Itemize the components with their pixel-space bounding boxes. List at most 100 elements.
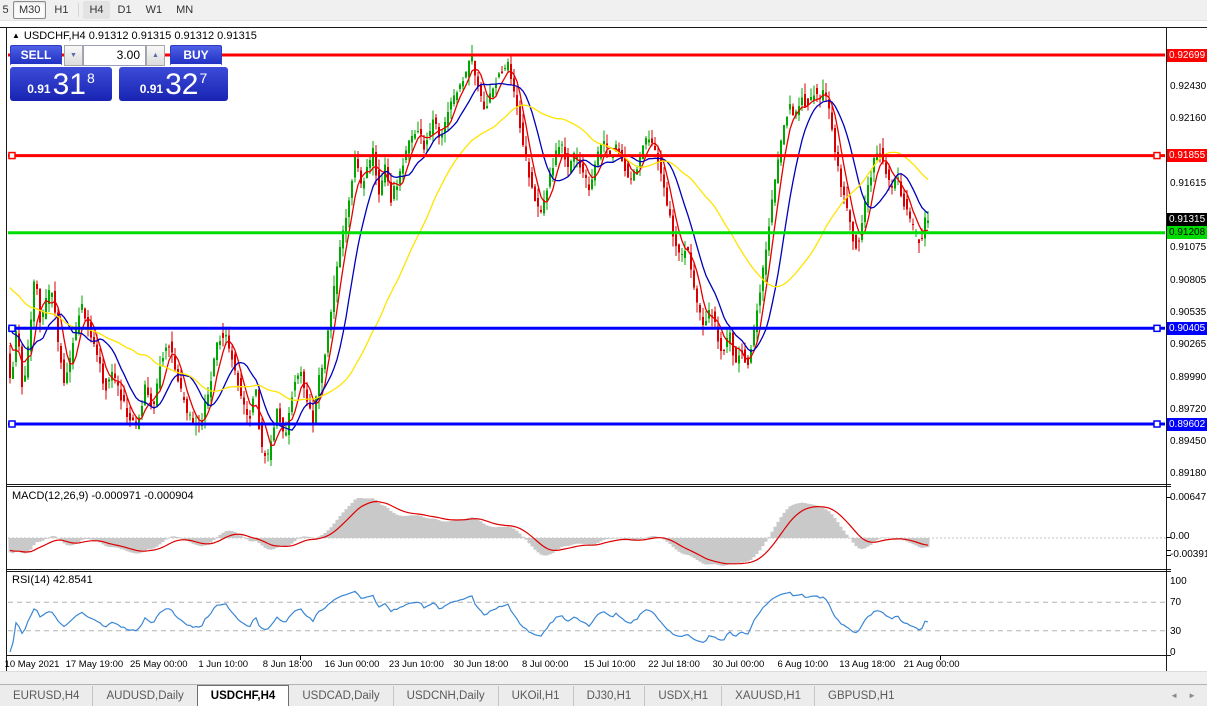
- bottom-strip: [0, 671, 1207, 684]
- time-axis-label: 13 Aug 18:00: [839, 659, 896, 670]
- price-axis-label: 0.92430: [1170, 81, 1207, 93]
- price-axis-label: 0.91075: [1170, 242, 1207, 254]
- tab-ukoil-h1[interactable]: UKOil,H1: [497, 685, 573, 706]
- buy-price-point: 7: [199, 70, 208, 86]
- line-handle-icon[interactable]: [8, 324, 16, 333]
- tab-eurusd-h4[interactable]: EURUSD,H4: [13, 689, 80, 702]
- tab-usdx-h1[interactable]: USDX,H1: [644, 685, 721, 706]
- timeframe-h4[interactable]: H4: [83, 1, 110, 19]
- sell-button[interactable]: SELL: [10, 45, 62, 66]
- axis-ticks: [300, 497, 1171, 660]
- sell-price-pips: 31: [52, 68, 86, 101]
- price-level-badge-0.89602: 0.89602: [1167, 417, 1207, 431]
- buy-price-pips: 32: [165, 68, 199, 101]
- timeframe-5[interactable]: 5: [2, 4, 9, 16]
- time-axis-label: 15 Jul 10:00: [583, 659, 636, 670]
- time-axis-label: 6 Aug 10:00: [777, 659, 829, 670]
- buy-button[interactable]: BUY: [170, 45, 222, 66]
- chart-title: ▲ USDCHF,H4 0.91312 0.91315 0.91312 0.913…: [12, 30, 257, 42]
- macd-indicator-label: MACD(12,26,9) -0.000971 -0.000904: [12, 490, 194, 502]
- rsi-axis-label: 30: [1170, 625, 1182, 637]
- time-axis-label: 8 Jul 00:00: [521, 659, 569, 670]
- ma-line-slow: [9, 104, 929, 401]
- macd-axis-label: 0.00647: [1170, 492, 1207, 503]
- tab-usdcnh-daily[interactable]: USDCNH,Daily: [392, 685, 498, 706]
- chart-frame: [0, 27, 1207, 671]
- macd-signal-line: [9, 500, 929, 565]
- time-axis-label: 23 Jun 10:00: [388, 659, 444, 670]
- time-axis-label: 1 Jun 10:00: [198, 659, 249, 670]
- price-axis-label: 0.89990: [1170, 371, 1207, 383]
- tab-audusd-daily[interactable]: AUDUSD,Daily: [92, 685, 196, 706]
- time-axis-label: 10 May 2021: [4, 659, 60, 670]
- price-axis-label: 0.90805: [1170, 274, 1207, 286]
- timeframe-w1[interactable]: W1: [145, 4, 163, 16]
- tab-scroll-left-icon[interactable]: ◄: [1170, 691, 1179, 700]
- tab-scroll-right-icon[interactable]: ►: [1188, 691, 1196, 700]
- volume-decrease-button[interactable]: ▼: [64, 45, 83, 66]
- rsi-axis-label: 0: [1170, 647, 1176, 658]
- price-axis-label: 0.91615: [1170, 178, 1207, 190]
- triangle-up-icon: ▲: [152, 52, 159, 59]
- ma-line-medium: [9, 82, 929, 431]
- price-axis-label: 0.89720: [1170, 403, 1207, 415]
- macd-histogram: [8, 498, 1166, 566]
- price-level-badge-0.92699: 0.92699: [1167, 48, 1207, 62]
- sell-price-base: 0.91: [27, 82, 51, 96]
- macd-axis-label: 0.00: [1170, 531, 1190, 542]
- line-handle-icon[interactable]: [1153, 324, 1161, 333]
- timeframe-m30[interactable]: M30: [13, 1, 47, 19]
- volume-input[interactable]: 3.00: [83, 45, 146, 66]
- macd-axis-label: -0.00391: [1170, 549, 1207, 560]
- price-axis-label: 0.90535: [1170, 306, 1207, 318]
- line-handle-icon[interactable]: [8, 151, 16, 160]
- price-level-badge-0.91208: 0.91208: [1167, 226, 1207, 240]
- time-axis-label: 17 May 19:00: [65, 659, 124, 670]
- buy-price-display[interactable]: 0.91 32 7: [119, 67, 228, 101]
- triangle-down-icon: ▼: [70, 52, 77, 59]
- tab-usdcad-daily[interactable]: USDCAD,Daily: [302, 689, 380, 702]
- buy-price-base: 0.91: [139, 82, 164, 96]
- price-level-badge-0.91315: 0.91315: [1167, 213, 1207, 227]
- price-level-badge-0.90405: 0.90405: [1167, 321, 1207, 335]
- chart-tab-bar: EURUSD,H4 AUDUSD,Daily USDCHF,H4 USDCAD,Dai…: [0, 684, 1207, 706]
- price-level-badge-0.91855: 0.91855: [1167, 149, 1207, 163]
- rsi-indicator-label: RSI(14) 42.8541: [12, 574, 93, 586]
- line-handle-icon[interactable]: [1153, 420, 1161, 428]
- one-click-trading-panel: SELL ▼ 3.00 ▲ BUY 0.91 31 8 0.91 32 7: [10, 45, 228, 101]
- tab-scroll-nav: ◄ ►: [1165, 691, 1207, 700]
- timeframe-d1[interactable]: D1: [117, 4, 132, 16]
- price-axis-label: 0.92160: [1170, 113, 1207, 125]
- price-axis-label: 0.90265: [1170, 339, 1207, 350]
- sell-price-point: 8: [86, 70, 95, 86]
- timeframe-mn[interactable]: MN: [176, 4, 194, 16]
- sell-price-display[interactable]: 0.91 31 8: [10, 67, 112, 101]
- time-axis-label: 22 Jul 18:00: [648, 659, 700, 670]
- time-axis-label: 21 Aug 00:00: [903, 659, 960, 670]
- price-axis-label: 0.89450: [1170, 436, 1207, 448]
- rsi-line: [9, 590, 929, 653]
- price-axis-label: 0.89180: [1170, 468, 1207, 480]
- time-axis-label: 25 May 00:00: [130, 659, 188, 670]
- line-handle-icon[interactable]: [1153, 151, 1161, 160]
- volume-increase-button[interactable]: ▲: [146, 45, 165, 66]
- time-axis-label: 16 Jun 00:00: [324, 659, 380, 670]
- time-axis-label: 30 Jun 18:00: [453, 659, 509, 670]
- line-handle-icon[interactable]: [8, 420, 16, 428]
- tab-xauusd-h1[interactable]: XAUUSD,H1: [721, 685, 814, 706]
- tab-gbpusd-h1[interactable]: GBPUSD,H1: [814, 685, 907, 706]
- rsi-axis-label: 70: [1170, 597, 1182, 609]
- chart-title-text: USDCHF,H4 0.91312 0.91315 0.91312 0.9131…: [23, 30, 257, 42]
- time-axis-label: 8 Jun 18:00: [262, 659, 313, 670]
- toolbar-separator: [78, 3, 80, 17]
- candles-layer: [9, 45, 929, 466]
- timeframe-toolbar: 5 M30 H1 H4 D1 W1 MN: [0, 0, 1207, 21]
- collapse-triangle-icon[interactable]: ▲: [12, 31, 20, 40]
- timeframe-h1[interactable]: H1: [54, 4, 69, 16]
- tab-dj30-h1[interactable]: DJ30,H1: [572, 685, 645, 706]
- rsi-axis-label: 100: [1170, 576, 1187, 587]
- tab-usdchf-h4[interactable]: USDCHF,H4: [196, 684, 290, 706]
- ma-line-fast: [9, 68, 929, 447]
